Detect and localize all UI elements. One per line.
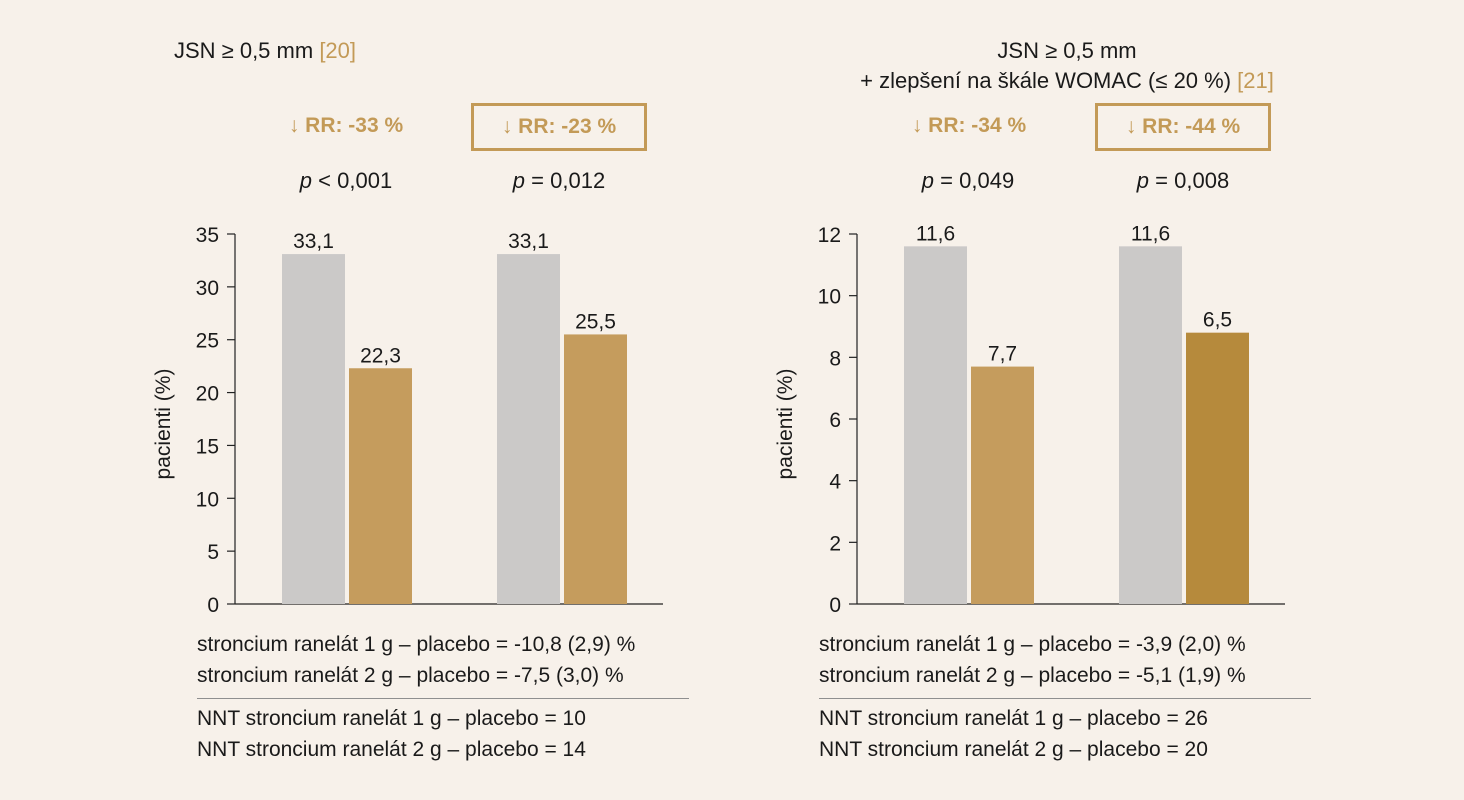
bar-value-label: 25,5 <box>575 310 616 333</box>
footnotes-left: stroncium ranelát 1 g – placebo = -10,8 … <box>197 629 635 691</box>
y-tick-label: 15 <box>196 435 219 458</box>
chart-title-reference: [20] <box>319 38 357 63</box>
bar <box>349 368 412 604</box>
y-tick-label: 6 <box>829 409 841 432</box>
footnote-line: stroncium ranelát 2 g – placebo = -5,1 (… <box>819 664 1246 687</box>
bar-value-label: 33,1 <box>508 230 549 253</box>
chart-title: JSN ≥ 0,5 mm + zlepšení na škále WOMAC (… <box>767 36 1367 96</box>
y-tick-label: 10 <box>818 286 841 309</box>
bar <box>1186 332 1249 604</box>
nnt-notes-left: NNT stroncium ranelát 1 g – placebo = 10… <box>197 703 586 765</box>
bar-chart-right: 0 2 4 6 8 10 12 pacienti (%) 11,6 7,7 11,6 6,5 <box>774 222 1285 617</box>
p-value-group-2: p = 0,008 <box>1136 168 1230 193</box>
chart-title-reference: [21] <box>1237 68 1274 93</box>
bar-value-label: 33,1 <box>293 230 334 253</box>
bar <box>282 254 345 605</box>
y-tick-label: 25 <box>196 330 219 353</box>
bar-value-label: 6,5 <box>1203 309 1232 332</box>
bar-value-label: 11,6 <box>1131 222 1170 245</box>
p-value-group-2: p = 0,012 <box>512 168 606 193</box>
rr-label-group-2: ↓ RR: -23 % <box>471 103 647 151</box>
chart-panel-right: JSN ≥ 0,5 mm + zlepšení na škále WOMAC (… <box>622 0 1322 800</box>
bar-value-label: 11,6 <box>916 222 955 245</box>
footnote-divider <box>819 698 1311 699</box>
rr-label-group-1: ↓ RR: -34 % <box>911 114 1027 137</box>
y-tick-label: 2 <box>829 532 841 555</box>
bar <box>971 366 1034 604</box>
y-tick-label: 4 <box>829 471 841 494</box>
chart-title: JSN ≥ 0,5 mm [20] <box>0 36 565 66</box>
y-tick-label: 0 <box>207 594 219 617</box>
footnote-divider <box>197 698 689 699</box>
chart-title-line1: JSN ≥ 0,5 mm <box>997 38 1137 63</box>
nnt-line: NNT stroncium ranelát 1 g – placebo = 26 <box>819 707 1208 730</box>
nnt-notes-right: NNT stroncium ranelát 1 g – placebo = 26… <box>819 703 1208 765</box>
p-value-group-1: p < 0,001 <box>299 168 393 193</box>
bar-value-label: 7,7 <box>988 343 1017 366</box>
footnote-line: stroncium ranelát 1 g – placebo = -3,9 (… <box>819 633 1246 656</box>
y-tick-label: 35 <box>196 224 219 247</box>
y-tick-label: 0 <box>829 594 841 617</box>
y-axis-label: pacienti (%) <box>774 369 797 480</box>
chart-title-text: JSN ≥ 0,5 mm <box>173 38 314 63</box>
rr-label-group-2: ↓ RR: -44 % <box>1095 103 1271 151</box>
footnote-line: stroncium ranelát 1 g – placebo = -10,8 … <box>197 633 636 656</box>
chart-title-line2: + zlepšení na škále WOMAC (≤ 20 %) [21] <box>860 68 1274 93</box>
bar-value-label: 22,3 <box>360 344 401 367</box>
footnote-line: stroncium ranelát 2 g – placebo = -7,5 (… <box>197 664 624 687</box>
p-value-group-1: p = 0,049 <box>921 168 1015 193</box>
y-tick-label: 12 <box>818 224 841 247</box>
bar <box>1119 246 1182 605</box>
nnt-line: NNT stroncium ranelát 2 g – placebo = 14 <box>197 738 586 761</box>
chart-panel-left: JSN ≥ 0,5 mm [20] ↓ RR: -33 % ↓ RR: -23 … <box>0 0 700 800</box>
footnotes-right: stroncium ranelát 1 g – placebo = -3,9 (… <box>819 629 1246 691</box>
y-tick-label: 5 <box>207 541 219 564</box>
rr-label-group-1: ↓ RR: -33 % <box>288 114 404 137</box>
y-axis-label: pacienti (%) <box>152 369 175 480</box>
y-tick-label: 10 <box>196 488 219 511</box>
bar <box>564 334 627 604</box>
y-tick-label: 8 <box>829 347 841 370</box>
nnt-line: NNT stroncium ranelát 2 g – placebo = 20 <box>819 738 1208 761</box>
bar <box>904 246 967 605</box>
nnt-line: NNT stroncium ranelát 1 g – placebo = 10 <box>197 707 586 730</box>
y-tick-label: 20 <box>196 383 219 406</box>
bar <box>497 254 560 605</box>
bar-chart-left: 0 5 10 15 20 25 30 35 pacienti (%) 33,1 22,3 33,1 25… <box>152 224 663 617</box>
y-tick-label: 30 <box>196 277 219 300</box>
